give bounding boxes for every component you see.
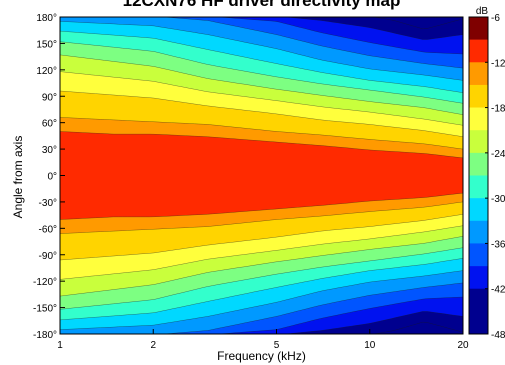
colorbar-segment	[469, 62, 488, 86]
y-tick-label: -120°	[33, 277, 57, 288]
colorbar-tick-label: -48	[491, 330, 505, 341]
colorbar-segment	[469, 198, 488, 222]
colorbar: -6 -12 -18 -24 -30 -36 -42 -48 dB	[468, 6, 505, 341]
colorbar-unit-label: dB	[476, 6, 489, 17]
y-axis-ticks: 180° 150° 120° 90° 60° 30° 0° -30° -60° -90° -120°…	[33, 13, 65, 341]
x-tick-label: 1	[57, 340, 63, 351]
y-tick-label: -60°	[39, 224, 57, 235]
colorbar-segment	[469, 152, 488, 176]
colorbar-border	[468, 16, 489, 335]
x-tick-label: 2	[150, 340, 156, 351]
colorbar-tick-label: -12	[491, 58, 505, 69]
x-axis-label: Frequency (kHz)	[217, 349, 306, 363]
y-tick-label: 90°	[42, 92, 57, 103]
colorbar-segment	[469, 266, 488, 290]
colorbar-tick-label: -18	[491, 104, 505, 115]
colorbar-tick-label: -36	[491, 239, 505, 250]
colorbar-segment	[469, 243, 488, 267]
colorbar-segment	[469, 130, 488, 154]
colorbar-tick-label: -30	[491, 194, 505, 205]
x-tick-label: 10	[364, 340, 376, 351]
y-tick-label: -30°	[39, 198, 57, 209]
y-tick-label: 0°	[47, 172, 57, 183]
colorbar-segment	[469, 84, 488, 108]
y-tick-label: -150°	[33, 304, 57, 315]
x-tick-label: 5	[274, 340, 280, 351]
colorbar-tick-label: -6	[491, 13, 500, 24]
colorbar-tick-label: -42	[491, 285, 505, 296]
chart-title: 12CXN76 HF driver directivity map	[122, 0, 401, 10]
y-tick-label: 120°	[36, 66, 57, 77]
colorbar-segment	[469, 175, 488, 199]
y-tick-label: 180°	[36, 13, 57, 24]
y-tick-label: 30°	[42, 145, 57, 156]
y-tick-label: 150°	[36, 39, 57, 50]
y-tick-label: 60°	[42, 119, 57, 130]
x-axis-ticks: 1 2 5 10 20	[57, 329, 469, 351]
colorbar-segment	[469, 107, 488, 131]
colorbar-tick-label: -24	[491, 149, 505, 160]
plot-area	[59, 16, 464, 335]
y-tick-label: -90°	[39, 251, 57, 262]
x-tick-label: 20	[457, 340, 469, 351]
colorbar-segment	[469, 39, 488, 63]
colorbar-segment	[469, 220, 488, 244]
y-tick-label: -180°	[33, 330, 57, 341]
colorbar-segment	[469, 17, 488, 40]
colorbar-segment	[469, 288, 488, 335]
